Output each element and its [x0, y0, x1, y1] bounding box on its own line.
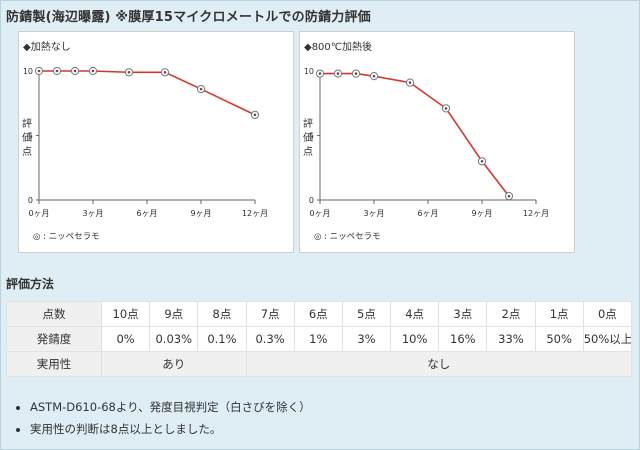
- rust-row-header: 発錆度: [6, 326, 102, 352]
- score-cell: 1点: [534, 301, 584, 327]
- data-point-dot: [372, 74, 376, 78]
- chart-panel-heated: ◆800℃加熱後 0 5 10 評価点 0ヶ月 3ヶ月 6ヶ月 9ヶ月 12ヶ月 ◎ : ニッペセラ…: [299, 31, 575, 253]
- chart-title: ◆800℃加熱後: [304, 40, 372, 53]
- score-cell: 0点: [582, 301, 633, 327]
- y-axis-label: 評価点: [22, 117, 32, 158]
- data-point-dot: [507, 194, 511, 198]
- x-tick-label: 6ヶ月: [417, 209, 438, 218]
- rust-cell: 16%: [438, 326, 488, 352]
- note-item: 実用性の判断は8点以上としました。: [30, 418, 311, 440]
- page-heading: 防錆製(海辺曝露) ※膜厚15マイクロメートルでの防錆力評価: [6, 10, 371, 25]
- score-row: 点数 10点 9点 8点 7点 6点 5点 4点 3点 2点 1点 0点: [6, 301, 633, 327]
- data-point-dot: [444, 107, 448, 110]
- x-tick-label: 12ヶ月: [523, 209, 549, 218]
- practical-no-cell: なし: [245, 351, 633, 377]
- data-point-dot: [253, 113, 257, 117]
- x-tick-label: 12ヶ月: [242, 209, 268, 218]
- score-cell: 4点: [390, 301, 440, 327]
- data-point-dot: [91, 69, 95, 73]
- legend-label: ◎ : ニッペセラモ: [314, 232, 381, 242]
- rust-cell: 0.3%: [245, 326, 295, 352]
- chart-panel-unheated: ◆加熱なし 0 5 10 評価点 0ヶ月 3ヶ月 6ヶ月 9ヶ月 12ヶ月 ◎ : ニッペセラモ: [18, 31, 294, 253]
- rust-row: 発錆度 0% 0.03% 0.1% 0.3% 1% 3% 10% 16% 33%…: [6, 326, 633, 352]
- y-tick-label: 0: [28, 196, 33, 205]
- x-tick-label: 9ヶ月: [190, 209, 211, 218]
- y-tick-label: 0: [309, 196, 314, 205]
- rust-cell: 1%: [293, 326, 343, 352]
- data-point-dot: [199, 87, 203, 91]
- y-tick-label: 10: [23, 67, 33, 76]
- score-cell: 2点: [486, 301, 536, 327]
- practical-yes-cell: あり: [101, 351, 247, 377]
- rust-cell: 10%: [390, 326, 440, 352]
- data-point-dot: [408, 81, 412, 84]
- practical-row: 実用性 あり なし: [6, 351, 633, 377]
- y-tick-label: 10: [304, 67, 314, 76]
- note-item: ASTM-D610-68より、発度目視判定（白さびを除く）: [30, 396, 311, 418]
- series-line: [320, 72, 510, 197]
- x-tick-label: 9ヶ月: [471, 209, 492, 218]
- score-cell: 10点: [100, 301, 151, 327]
- chart-title: ◆加熱なし: [23, 40, 71, 53]
- data-point-dot: [37, 69, 41, 73]
- data-point-dot: [55, 69, 59, 73]
- evaluation-title: 評価方法: [6, 277, 55, 291]
- x-tick-label: 0ヶ月: [309, 209, 330, 218]
- x-tick-label: 3ヶ月: [363, 209, 384, 218]
- data-point-dot: [480, 160, 484, 163]
- y-axis-label: 評価点: [303, 117, 313, 158]
- data-point-dot: [127, 70, 131, 74]
- chart-heated: ◆800℃加熱後 0 5 10 評価点 0ヶ月 3ヶ月 6ヶ月 9ヶ月 12ヶ月 ◎ : ニッペセラ…: [303, 40, 549, 242]
- rust-cell: 0.1%: [197, 326, 247, 352]
- rust-cell: 0.03%: [149, 326, 199, 352]
- series-line: [39, 70, 256, 116]
- notes-list: ASTM-D610-68より、発度目視判定（白さびを除く） 実用性の判断は8点以…: [12, 396, 311, 440]
- data-point-dot: [336, 72, 340, 75]
- y-tick-label: 5: [309, 132, 314, 141]
- practical-row-header: 実用性: [6, 351, 102, 377]
- rust-cell: 0%: [100, 326, 151, 352]
- x-tick-label: 3ヶ月: [82, 209, 103, 218]
- data-point-dot: [354, 72, 358, 75]
- data-point-dot: [163, 70, 167, 74]
- evaluation-table: 点数 10点 9点 8点 7点 6点 5点 4点 3点 2点 1点 0点 発錆度…: [6, 301, 633, 377]
- rust-cell: 50%以上: [582, 326, 633, 352]
- data-point-dot: [73, 69, 77, 73]
- score-cell: 3点: [438, 301, 488, 327]
- score-cell: 8点: [197, 301, 247, 327]
- score-cell: 5点: [341, 301, 392, 327]
- legend-label: ◎ : ニッペセラモ: [33, 232, 100, 242]
- rust-cell: 3%: [341, 326, 392, 352]
- score-cell: 6点: [293, 301, 343, 327]
- score-cell: 9点: [149, 301, 199, 327]
- score-cell: 7点: [245, 301, 295, 327]
- data-point-dot: [318, 72, 322, 75]
- rust-cell: 33%: [486, 326, 536, 352]
- x-tick-label: 6ヶ月: [136, 209, 157, 218]
- y-tick-label: 5: [28, 132, 33, 141]
- x-tick-label: 0ヶ月: [28, 209, 49, 218]
- rust-cell: 50%: [534, 326, 584, 352]
- chart-unheated: ◆加熱なし 0 5 10 評価点 0ヶ月 3ヶ月 6ヶ月 9ヶ月 12ヶ月 ◎ : ニッペセラモ: [22, 40, 268, 242]
- score-row-header: 点数: [6, 301, 102, 327]
